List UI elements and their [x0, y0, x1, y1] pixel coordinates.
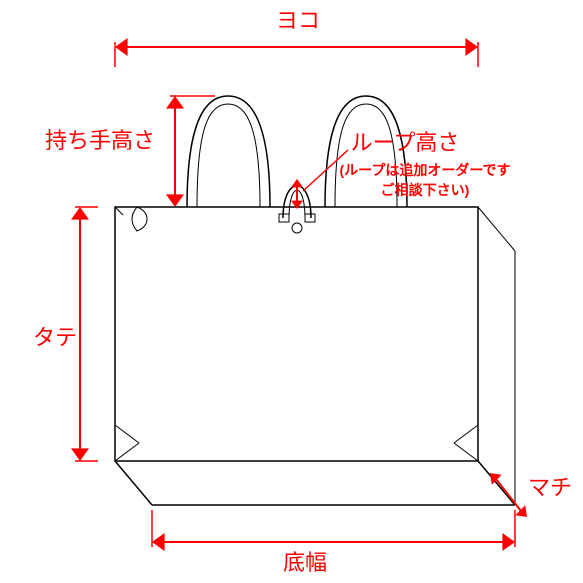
label-loop-height: ループ高さ	[351, 130, 460, 155]
label-yoko: ヨコ	[276, 8, 320, 33]
bag-dimension-diagram: ヨコタテ 持ち手高さ ループ高さ (ループは追加オーダーですご相談下さい) 底幅 マチ	[0, 0, 583, 583]
label-loop-note2: ご相談下さい)	[381, 182, 470, 198]
label-machi: マチ	[528, 475, 572, 500]
label-bottom-width: 底幅	[283, 550, 327, 575]
label-tate: タテ	[33, 325, 77, 350]
label-handle-height: 持ち手高さ	[45, 128, 155, 153]
label-loop-note1: (ループは追加オーダーです	[340, 162, 511, 178]
dim-machi	[496, 479, 521, 511]
bag-front-face	[115, 207, 478, 461]
